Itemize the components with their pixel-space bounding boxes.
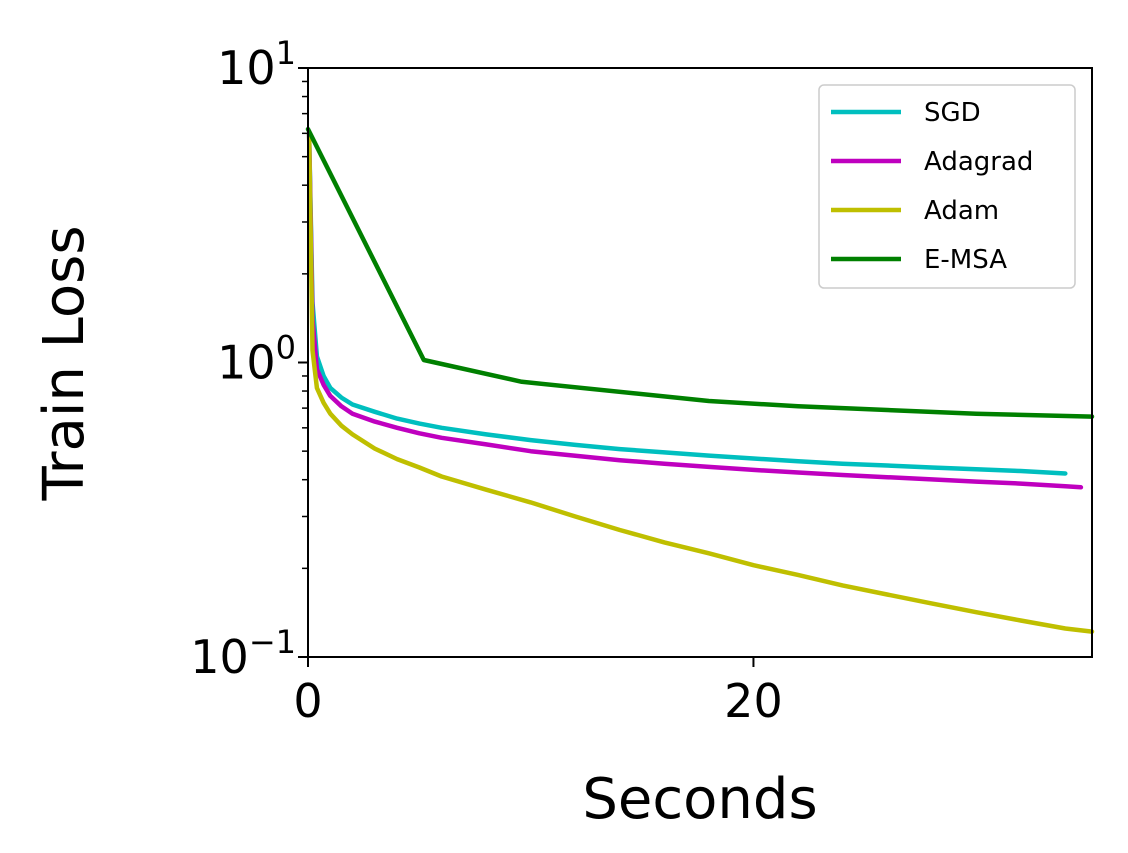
x-tick-label: 0 xyxy=(293,674,322,728)
legend-box xyxy=(818,84,1076,289)
legend-label: E-MSA xyxy=(924,245,1007,275)
series-line-sgd xyxy=(306,131,1068,476)
legend-label: Adagrad xyxy=(924,147,1033,177)
y-tick-label: 101 xyxy=(217,34,296,95)
series-line-adam xyxy=(306,131,1095,634)
y-tick-exponent: 1 xyxy=(276,34,296,72)
y-tick-base: 10 xyxy=(217,336,276,390)
y-tick-base: 10 xyxy=(190,630,249,684)
y-axis-title: Train Loss xyxy=(32,226,97,502)
y-tick-exponent: 0 xyxy=(276,329,296,367)
y-tick-base: 10 xyxy=(217,41,276,95)
plot-lines xyxy=(305,126,1095,634)
y-tick-label: 10−1 xyxy=(190,623,296,684)
legend-label: SGD xyxy=(924,98,981,128)
series-line-e-msa xyxy=(305,126,1095,419)
x-tick-label: 20 xyxy=(724,674,783,728)
x-axis-title: Seconds xyxy=(582,767,817,832)
y-tick-label: 100 xyxy=(217,329,296,390)
y-tick-exponent: −1 xyxy=(249,623,296,661)
legend: SGD Adagrad Adam E-MSA xyxy=(818,84,1076,289)
series-line-adagrad xyxy=(306,131,1084,490)
legend-label: Adam xyxy=(924,196,999,226)
